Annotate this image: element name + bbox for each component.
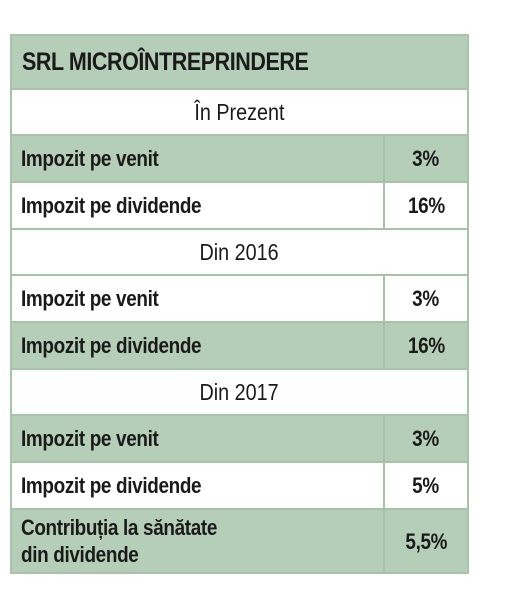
row-label-line-1: Contribuția la sănătate — [21, 515, 218, 540]
row-label: Impozit pe dividende — [10, 321, 385, 370]
table-row: Impozit pe dividende 5% — [10, 461, 470, 510]
table-row: Impozit pe venit 3% — [10, 134, 470, 183]
table-row: Impozit pe dividende 16% — [10, 181, 470, 230]
table-row: Impozit pe venit 3% — [10, 274, 470, 323]
tax-table: SRL MICROÎNTREPRINDERE În Prezent Impozi… — [10, 34, 470, 574]
table-title: SRL MICROÎNTREPRINDERE — [10, 34, 469, 90]
row-value: 3% — [382, 274, 470, 323]
row-value: 5,5% — [382, 508, 470, 574]
row-label: Impozit pe dividende — [10, 181, 385, 230]
table-header-row: SRL MICROÎNTREPRINDERE — [10, 34, 469, 90]
section-heading-row: În Prezent — [10, 88, 469, 136]
row-value: 5% — [382, 461, 470, 510]
row-label: Impozit pe venit — [10, 274, 385, 323]
table-row: Contribuția la sănătate din dividende 5,… — [10, 508, 470, 574]
table-row: Impozit pe venit 3% — [10, 414, 470, 463]
row-label: Impozit pe dividende — [10, 461, 385, 510]
section-heading-row: Din 2016 — [10, 228, 469, 276]
row-label: Impozit pe venit — [10, 414, 385, 463]
section-heading: Din 2017 — [10, 368, 469, 416]
row-value: 3% — [382, 414, 470, 463]
table-row: Impozit pe dividende 16% — [10, 321, 470, 370]
row-label: Impozit pe venit — [10, 134, 385, 183]
row-value: 16% — [382, 321, 470, 370]
row-label: Contribuția la sănătate din dividende — [10, 508, 385, 574]
section-heading: În Prezent — [10, 88, 469, 136]
section-heading: Din 2016 — [10, 228, 469, 276]
row-label-line-2: din dividende — [21, 542, 139, 567]
section-heading-row: Din 2017 — [10, 368, 469, 416]
row-value: 16% — [382, 181, 470, 230]
row-value: 3% — [382, 134, 470, 183]
